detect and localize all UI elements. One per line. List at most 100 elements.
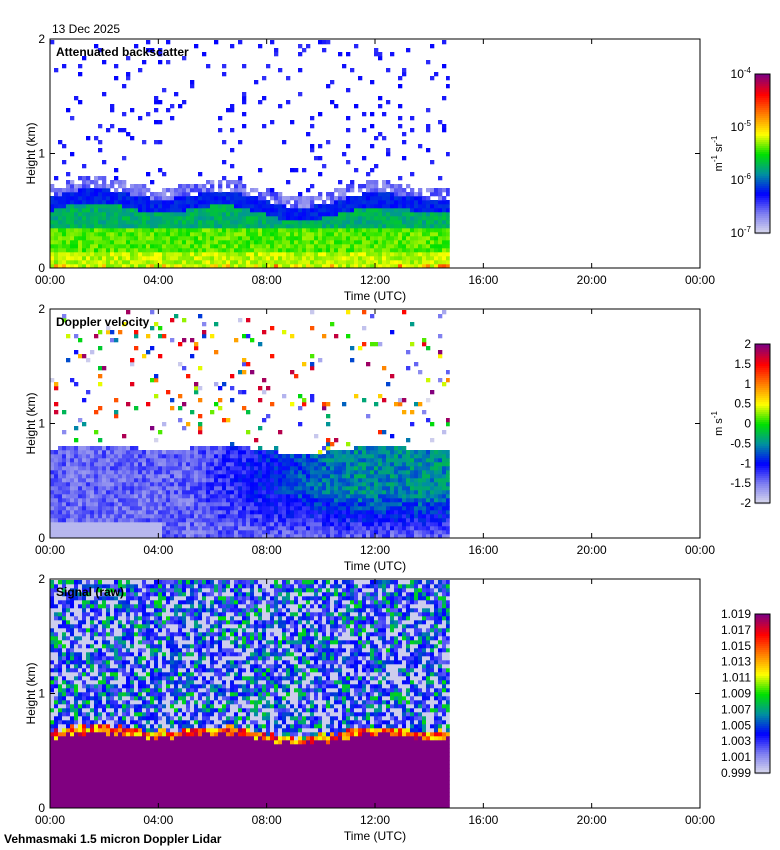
heatmap-cell	[166, 510, 171, 515]
heatmap-cell	[310, 204, 315, 209]
heatmap-cell	[194, 188, 199, 193]
heatmap-cell	[210, 498, 215, 503]
heatmap-cell	[350, 358, 355, 363]
heatmap-cell	[226, 454, 231, 459]
heatmap-cell	[242, 466, 247, 471]
heatmap-cell	[314, 232, 319, 237]
heatmap-cell	[410, 204, 415, 209]
heatmap-cell	[86, 200, 91, 205]
heatmap-cell	[406, 192, 411, 197]
heatmap-cell	[122, 220, 127, 225]
heatmap-cell	[422, 502, 427, 507]
heatmap-cell	[418, 252, 423, 257]
heatmap-cell	[66, 232, 71, 237]
x-tick-label: 04:00	[143, 273, 173, 287]
heatmap-cell	[406, 502, 411, 507]
heatmap-cell	[142, 260, 147, 265]
heatmap-cell	[430, 212, 435, 217]
heatmap-cell	[98, 264, 103, 269]
heatmap-cell	[330, 204, 335, 209]
heatmap-cell	[382, 454, 387, 459]
heatmap-cell	[174, 502, 179, 507]
heatmap-cell	[166, 518, 171, 523]
heatmap-cell	[166, 216, 171, 221]
heatmap-cell	[286, 76, 291, 81]
heatmap-cell	[222, 192, 227, 197]
heatmap-cell	[302, 506, 307, 511]
heatmap-cell	[358, 204, 363, 209]
heatmap-cell	[254, 240, 259, 245]
heatmap-cell	[390, 208, 395, 213]
heatmap-cell	[426, 204, 431, 209]
heatmap-cell	[342, 220, 347, 225]
heatmap-cell	[94, 518, 99, 523]
panel-title: Doppler velocity	[56, 315, 150, 329]
heatmap-cell	[266, 462, 271, 467]
heatmap-cell	[62, 264, 67, 269]
heatmap-cell	[182, 216, 187, 221]
heatmap-cell	[78, 418, 83, 423]
heatmap-cell	[422, 454, 427, 459]
heatmap-cell	[198, 518, 203, 523]
heatmap-cell	[138, 466, 143, 471]
heatmap-cell	[194, 490, 199, 495]
heatmap-cell	[54, 514, 59, 519]
heatmap-cell	[70, 244, 75, 249]
heatmap-cell	[54, 454, 59, 459]
heatmap-cell	[446, 244, 450, 249]
heatmap-cell	[298, 224, 303, 229]
heatmap-cell	[110, 446, 115, 451]
heatmap-cell	[298, 204, 303, 209]
heatmap-cell	[334, 438, 339, 443]
heatmap-cell	[398, 220, 403, 225]
heatmap-cell	[398, 264, 403, 269]
heatmap-cell	[186, 244, 191, 249]
heatmap-cell	[194, 522, 199, 527]
heatmap-cell	[374, 534, 379, 539]
heatmap-cell	[262, 212, 267, 217]
heatmap-cell	[74, 466, 79, 471]
heatmap-cell	[218, 514, 223, 519]
colorbar-segment	[755, 434, 770, 437]
heatmap-cell	[302, 478, 307, 483]
heatmap-cell	[442, 96, 447, 101]
heatmap-cell	[326, 196, 331, 201]
heatmap-cell	[354, 474, 359, 479]
heatmap-cell	[290, 522, 295, 527]
colorbar-segment	[755, 206, 770, 209]
heatmap-cell	[294, 470, 299, 475]
heatmap-cell	[78, 100, 83, 105]
heatmap-cell	[114, 526, 119, 531]
heatmap-cell	[274, 478, 279, 483]
heatmap-cell	[226, 458, 231, 463]
heatmap-cell	[226, 192, 231, 197]
heatmap-cell	[258, 466, 263, 471]
heatmap-cell	[406, 514, 411, 519]
heatmap-cell	[286, 514, 291, 519]
heatmap-cell	[350, 228, 355, 233]
colorbar-tick-label: 0	[744, 417, 751, 431]
heatmap-cell	[278, 224, 283, 229]
heatmap-cell	[70, 522, 75, 527]
heatmap-cell	[246, 446, 251, 451]
heatmap-cell	[142, 466, 147, 471]
heatmap-cell	[442, 244, 447, 249]
heatmap-cell	[62, 526, 67, 531]
heatmap-cell	[122, 486, 127, 491]
heatmap-cell	[222, 510, 227, 515]
heatmap-cell	[270, 474, 275, 479]
heatmap-cell	[346, 534, 351, 539]
heatmap-cell	[134, 522, 139, 527]
heatmap-cell	[286, 252, 291, 257]
heatmap-cell	[194, 478, 199, 483]
heatmap-cell	[134, 184, 139, 189]
heatmap-cell	[302, 398, 307, 403]
heatmap-cell	[374, 196, 379, 201]
heatmap-cell	[370, 184, 375, 189]
heatmap-cell	[326, 228, 331, 233]
heatmap-cell	[194, 458, 199, 463]
heatmap-cell	[114, 208, 119, 213]
heatmap-cell	[318, 156, 323, 161]
heatmap-cell	[406, 466, 411, 471]
heatmap-cell	[226, 466, 231, 471]
